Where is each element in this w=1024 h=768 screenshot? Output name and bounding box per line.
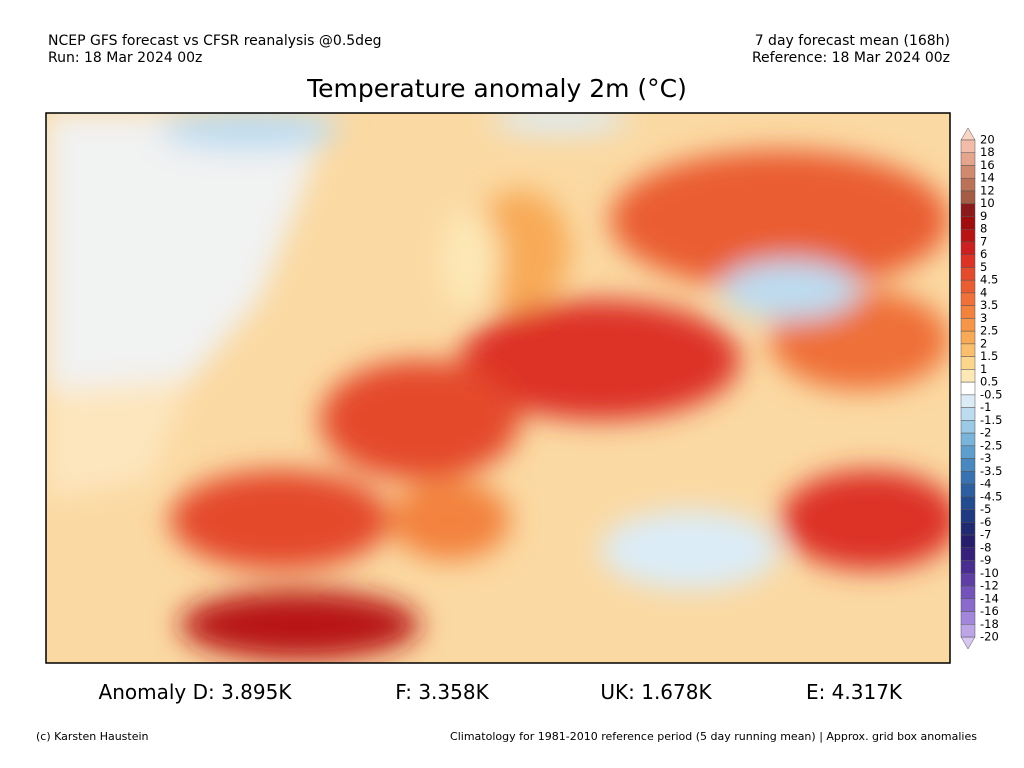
colorbar-arrow [960, 636, 976, 650]
colorbar-box [960, 356, 976, 370]
colorbar-label: -12 [980, 579, 999, 593]
stat: UK: 1.678K [600, 680, 712, 704]
colorbar-box [960, 165, 976, 179]
colorbar-box [960, 292, 976, 306]
colorbar-box [960, 267, 976, 281]
colorbar-label: -8 [980, 540, 991, 554]
colorbar-box [960, 228, 976, 243]
colorbar-label: 1 [980, 362, 987, 376]
colorbar: 201816141210987654.543.532.521.510.5-0.5… [960, 127, 1002, 650]
colorbar-arrow [960, 127, 976, 141]
colorbar-box [960, 343, 976, 357]
footer-text: (c) Karsten Haustein [36, 730, 149, 743]
colorbar-box [960, 305, 976, 319]
colorbar-label: 12 [980, 183, 995, 197]
colorbar-box [960, 458, 976, 472]
colorbar-box [960, 471, 976, 485]
colorbar-box [960, 483, 976, 498]
colorbar-label: 3 [980, 311, 987, 325]
colorbar-box [960, 611, 976, 625]
colorbar-box [960, 139, 976, 153]
colorbar-label: -16 [980, 604, 999, 618]
colorbar-box [960, 241, 976, 255]
colorbar-label: 10 [980, 196, 995, 210]
colorbar-box [960, 573, 976, 587]
colorbar-box [960, 318, 976, 332]
colorbar-box [960, 330, 976, 345]
colorbar-box [960, 420, 976, 434]
colorbar-label: 4.5 [980, 273, 998, 287]
colorbar-box [960, 496, 976, 510]
colorbar-label: 2 [980, 336, 987, 350]
colorbar-label: 6 [980, 247, 987, 261]
colorbar-label: -6 [980, 515, 991, 529]
colorbar-label: -10 [980, 566, 999, 580]
colorbar-box [960, 381, 976, 396]
header-text: NCEP GFS forecast vs CFSR reanalysis @0.… [48, 33, 382, 49]
colorbar-label: -3 [980, 451, 991, 465]
colorbar-label: -2 [980, 426, 991, 440]
colorbar-box [960, 560, 976, 574]
colorbar-box [960, 509, 976, 523]
title: Temperature anomaly 2m (°C) [306, 74, 687, 103]
header-text: Reference: 18 Mar 2024 00z [752, 50, 950, 66]
colorbar-label: -4.5 [980, 489, 1002, 503]
map [46, 113, 950, 663]
colorbar-label: 16 [980, 158, 995, 172]
colorbar-label: -14 [980, 591, 999, 605]
colorbar-box [960, 547, 976, 561]
colorbar-box [960, 394, 976, 408]
colorbar-box [960, 369, 976, 383]
colorbar-label: -0.5 [980, 387, 1002, 401]
colorbar-box [960, 624, 976, 638]
header-text: 7 day forecast mean (168h) [755, 33, 950, 49]
colorbar-label: -9 [980, 553, 991, 567]
colorbar-label: 14 [980, 171, 995, 185]
colorbar-label: 8 [980, 222, 987, 236]
colorbar-label: -20 [980, 630, 999, 644]
colorbar-label: 9 [980, 209, 987, 223]
colorbar-box [960, 190, 976, 204]
colorbar-label: -7 [980, 528, 991, 542]
colorbar-box [960, 407, 976, 421]
map-frame [45, 112, 951, 664]
colorbar-label: 7 [980, 234, 987, 248]
colorbar-label: -2.5 [980, 438, 1002, 452]
colorbar-label: 5 [980, 260, 987, 274]
colorbar-label: 18 [980, 145, 995, 159]
stat: F: 3.358K [395, 680, 489, 704]
header-text: Run: 18 Mar 2024 00z [48, 50, 202, 66]
colorbar-box [960, 279, 976, 294]
colorbar-label: -1.5 [980, 413, 1002, 427]
stat: Anomaly D: 3.895K [99, 680, 293, 704]
colorbar-label: -3.5 [980, 464, 1002, 478]
colorbar-box [960, 216, 976, 230]
colorbar-label: 2.5 [980, 324, 998, 338]
colorbar-box [960, 432, 976, 447]
colorbar-label: 4 [980, 285, 987, 299]
footer-text: Climatology for 1981-2010 reference peri… [450, 730, 977, 743]
colorbar-label: 0.5 [980, 375, 998, 389]
colorbar-box [960, 585, 976, 600]
colorbar-box [960, 534, 976, 549]
colorbar-label: -1 [980, 400, 991, 414]
colorbar-label: -5 [980, 502, 991, 516]
colorbar-label: -18 [980, 617, 999, 631]
colorbar-label: -4 [980, 477, 991, 491]
colorbar-box [960, 445, 976, 459]
colorbar-box [960, 203, 976, 217]
colorbar-box [960, 522, 976, 536]
colorbar-label: 3.5 [980, 298, 998, 312]
stat: E: 4.317K [806, 680, 903, 704]
colorbar-box [960, 254, 976, 268]
colorbar-box [960, 152, 976, 166]
colorbar-box [960, 177, 976, 192]
colorbar-box [960, 598, 976, 612]
colorbar-label: 20 [980, 133, 995, 147]
colorbar-label: 1.5 [980, 349, 998, 363]
